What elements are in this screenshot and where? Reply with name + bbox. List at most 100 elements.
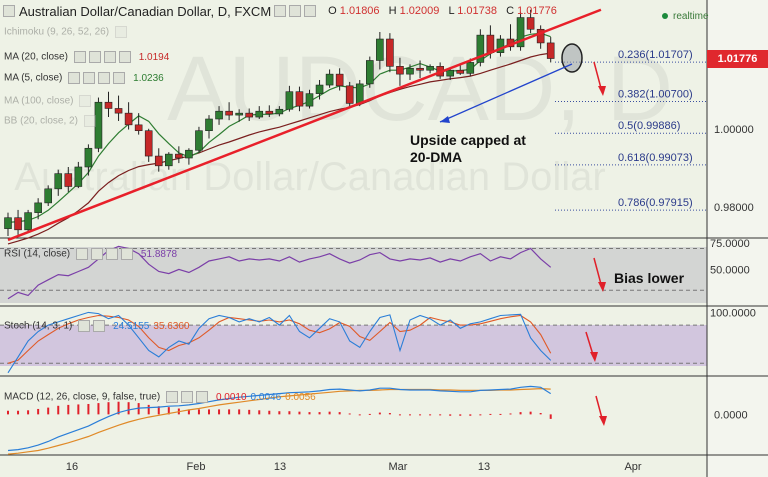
macd-hist-bar	[388, 413, 391, 415]
settings-icon[interactable]	[289, 5, 302, 17]
settings-icon[interactable]	[90, 248, 103, 260]
eye-icon[interactable]	[78, 320, 91, 332]
settings-icon[interactable]	[88, 51, 101, 63]
ohlc-readout: O 1.01806 H 1.02009 L 1.01738 C 1.01776	[322, 5, 557, 17]
candle-body	[295, 91, 304, 107]
macd-hist-bar	[167, 407, 170, 415]
fib-label: 0.236(1.01707)	[618, 49, 693, 61]
macd-hist-bar	[298, 411, 301, 415]
macd-hist-bar	[358, 414, 361, 416]
candle-body	[124, 112, 133, 126]
close-icon[interactable]	[304, 5, 317, 17]
macd-hist-bar	[318, 412, 321, 415]
macd-hist-bar	[409, 414, 411, 416]
collapse-icon[interactable]	[3, 5, 15, 17]
macd-hist-bar	[218, 409, 221, 415]
time-axis-tick: 13	[274, 461, 286, 473]
more-icon[interactable]	[120, 248, 133, 260]
legend-rsi[interactable]: RSI (14, close) 51.8878	[4, 248, 177, 260]
candle-body	[94, 101, 103, 149]
macd-hist-bar	[489, 413, 492, 415]
candle-body	[325, 73, 334, 86]
macd-hist-bar	[549, 414, 552, 419]
ma20-line	[7, 52, 551, 245]
status-dot-icon	[662, 13, 668, 20]
macd-hist-bar	[67, 404, 70, 415]
settings-icon[interactable]	[83, 72, 96, 84]
macd-hist-bar	[238, 409, 241, 415]
eye-icon[interactable]	[68, 72, 81, 84]
legend-macd[interactable]: MACD (12, 26, close, 9, false, true) 0.0…	[4, 391, 316, 403]
highlight-circle	[561, 43, 583, 73]
stoch-band	[0, 325, 707, 366]
close-icon[interactable]	[195, 391, 208, 403]
more-icon[interactable]	[118, 51, 131, 63]
macd-hist-bar	[268, 410, 271, 415]
macd-hist-bar	[37, 408, 40, 415]
candle-body	[255, 110, 264, 118]
eye-icon[interactable]	[165, 391, 178, 403]
close-icon[interactable]	[105, 248, 118, 260]
macd-hist-bar	[348, 413, 351, 415]
candle-body	[134, 124, 143, 132]
legend-bb[interactable]: BB (20, close, 2)	[4, 115, 96, 127]
macd-hist-bar	[77, 404, 80, 415]
ma20-value: 1.0194	[138, 51, 170, 63]
watermark-big: AUDCAD, D	[167, 38, 673, 140]
legend-ma20[interactable]: MA (20, close) 1.0194	[4, 51, 169, 63]
legend-stoch[interactable]: Stoch (14, 3, 1) 24.5155 35.6360	[4, 320, 189, 332]
candle-body	[4, 217, 12, 229]
settings-icon[interactable]	[93, 320, 106, 332]
candle-body	[466, 62, 475, 74]
ma5-label: MA (5, close)	[4, 72, 63, 84]
bias-lower-label: Bias lower	[614, 270, 685, 286]
macd-hist-bar	[278, 411, 281, 415]
macd-hist-bar	[27, 410, 30, 415]
high-value: 1.02009	[399, 5, 440, 17]
settings-icon[interactable]	[83, 115, 96, 127]
candle-body	[275, 108, 284, 115]
eye-icon[interactable]	[73, 51, 86, 63]
legend-ma5[interactable]: MA (5, close) 1.0236	[4, 72, 164, 84]
macd-hist-bar	[57, 405, 60, 415]
candle-body	[74, 166, 83, 187]
more-icon[interactable]	[113, 72, 126, 84]
stoch-k-line	[7, 311, 552, 374]
rsi-axis-tick: 50.0000	[710, 264, 750, 276]
candle-body	[114, 108, 123, 114]
close-value: 1.01776	[517, 5, 557, 17]
close-icon[interactable]	[98, 72, 111, 84]
candle-body	[14, 217, 22, 231]
candle-body	[34, 202, 42, 213]
macd-hist-bar	[499, 413, 502, 415]
macd-hist-bar	[429, 414, 432, 416]
macd-hist-bar	[449, 414, 452, 416]
support-trendline	[7, 8, 602, 242]
macd-hist-bar	[7, 410, 9, 415]
candle-body	[536, 28, 545, 44]
macd-hist-bar	[288, 411, 291, 415]
macd-hist-bar	[469, 414, 472, 416]
settings-icon[interactable]	[180, 391, 193, 403]
settings-icon[interactable]	[79, 95, 92, 107]
eye-icon[interactable]	[75, 248, 88, 260]
close-icon[interactable]	[103, 51, 116, 63]
macd-hist-bar	[248, 409, 251, 415]
macd-hist-bar	[107, 402, 110, 415]
macd-hist-bar	[197, 409, 200, 415]
stoch-k-value: 24.5155	[113, 320, 150, 332]
stoch-d-line	[7, 314, 552, 364]
macd-hist-bar	[228, 409, 231, 415]
time-axis-tick: 13	[478, 461, 490, 473]
macd-hist-bar	[117, 401, 120, 415]
candle-body	[416, 67, 424, 71]
legend-ichimoku[interactable]: Ichimoku (9, 26, 52, 26)	[4, 26, 127, 38]
legend-ma100[interactable]: MA (100, close)	[4, 95, 92, 107]
eye-icon[interactable]	[274, 5, 287, 17]
fib-label: 0.618(0.99073)	[618, 152, 693, 164]
settings-icon[interactable]	[114, 26, 127, 38]
candle-body	[175, 153, 183, 159]
time-axis-tick: 16	[66, 461, 78, 473]
rsi-label: RSI (14, close)	[4, 248, 71, 260]
